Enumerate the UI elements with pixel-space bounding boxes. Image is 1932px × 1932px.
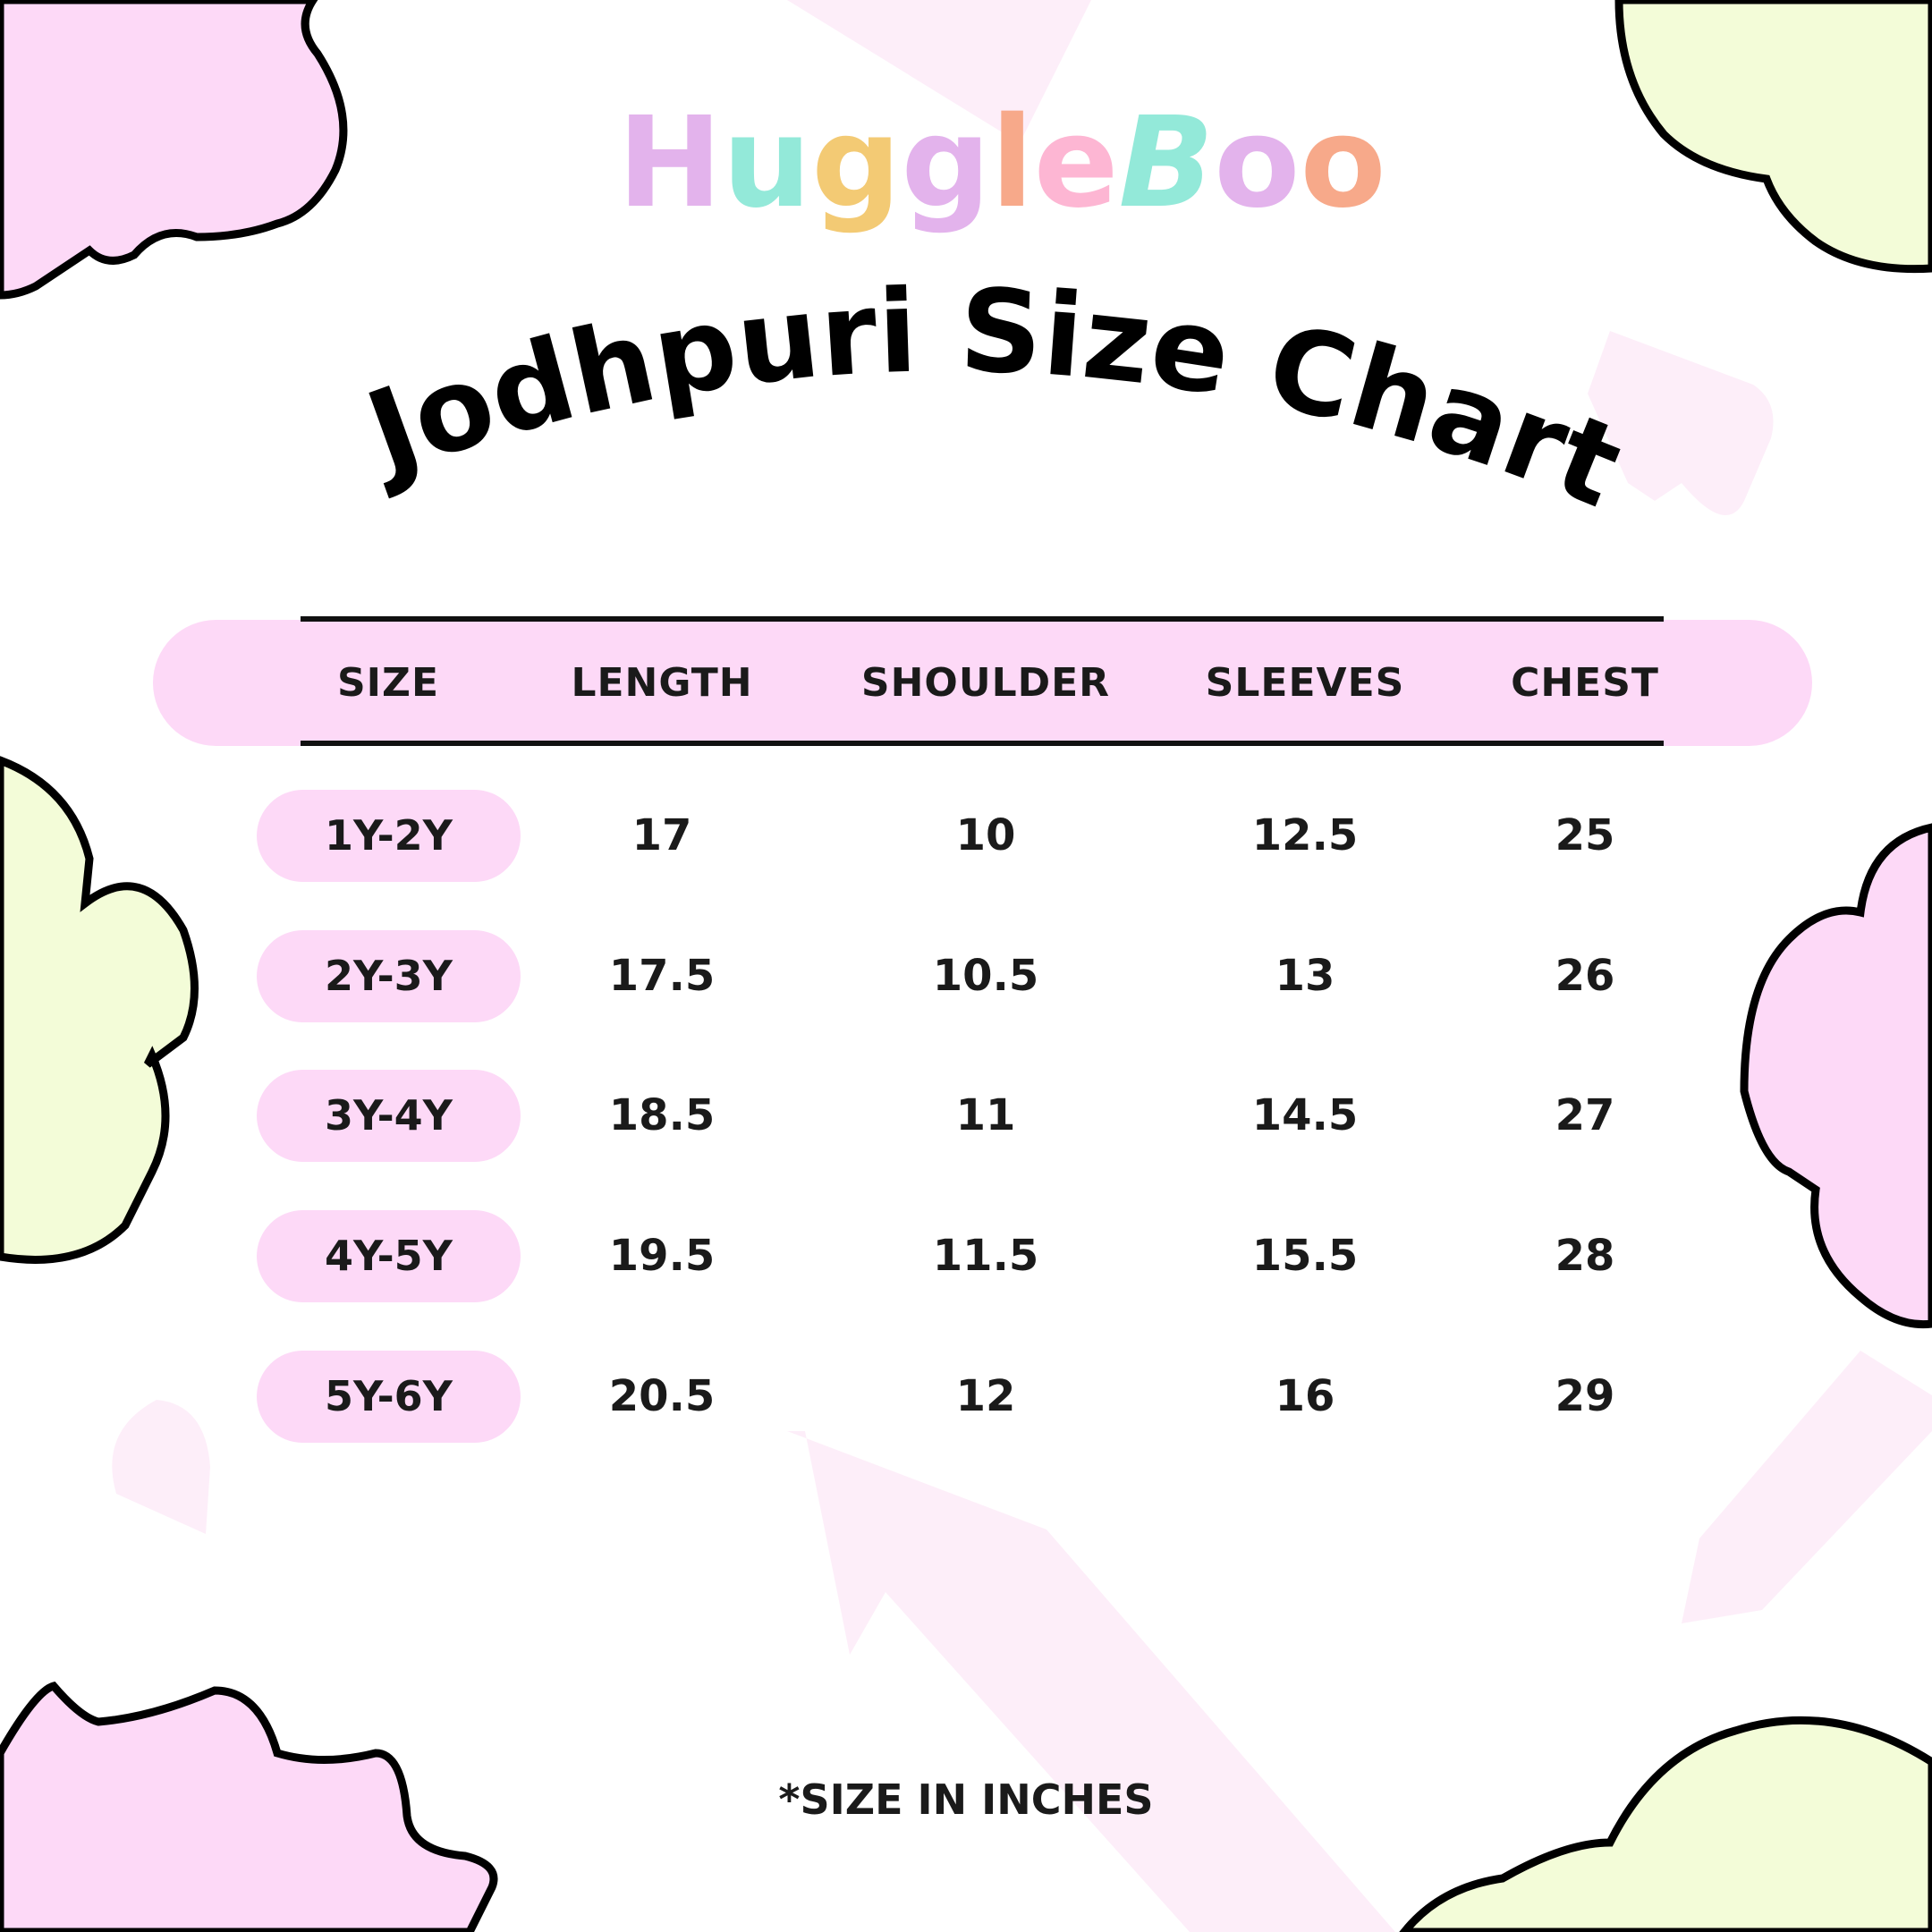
cell-sleeves: 14.5	[1251, 1090, 1359, 1140]
header-size: SIZE	[336, 660, 440, 706]
cell-length: 20.5	[608, 1371, 716, 1421]
cell-chest: 26	[1555, 951, 1615, 1001]
header-chest: CHEST	[1511, 660, 1659, 706]
size-pill: 2Y-3Y	[257, 930, 521, 1022]
header-bottom-rule	[301, 741, 1664, 746]
cloud-top-right	[1614, 0, 1932, 274]
cell-shoulder: 11	[955, 1090, 1016, 1140]
cloud-bottom-right	[1399, 1716, 1932, 1932]
page-title: Jodhpuri Size Chart	[344, 265, 1639, 534]
location-pin-icon	[112, 1400, 210, 1534]
pencil-icon-2	[1682, 1351, 1932, 1623]
size-pill: 3Y-4Y	[257, 1070, 521, 1162]
cell-sleeves: 15.5	[1251, 1231, 1359, 1281]
cloud-right	[1740, 823, 1932, 1329]
header-length: LENGTH	[571, 660, 753, 706]
cell-chest: 27	[1555, 1090, 1615, 1140]
cell-shoulder: 11.5	[932, 1231, 1039, 1281]
cell-chest: 28	[1555, 1231, 1615, 1281]
size-pill: 5Y-6Y	[257, 1351, 521, 1443]
footnote: *SIZE IN INCHES	[778, 1775, 1154, 1824]
svg-text:HuggleBoo: HuggleBoo	[617, 90, 1385, 236]
cell-shoulder: 10.5	[932, 951, 1039, 1001]
cell-shoulder: 12	[955, 1371, 1016, 1421]
header-top-rule	[301, 616, 1664, 622]
header-shoulder: SHOULDER	[860, 660, 1111, 706]
cell-shoulder: 10	[955, 810, 1016, 860]
cell-chest: 29	[1555, 1371, 1615, 1421]
cell-length: 17	[631, 810, 692, 860]
cell-length: 17.5	[608, 951, 716, 1001]
cell-sleeves: 16	[1275, 1371, 1335, 1421]
cloud-bottom-left	[0, 1681, 498, 1932]
size-pill: 1Y-2Y	[257, 790, 521, 882]
cell-sleeves: 13	[1275, 951, 1335, 1001]
table-header-band	[153, 620, 1812, 746]
svg-text:Jodhpuri Size Chart: Jodhpuri Size Chart	[344, 265, 1639, 534]
cloud-top-left	[0, 0, 348, 300]
cell-sleeves: 12.5	[1251, 810, 1359, 860]
chat-bubble-icon	[1588, 331, 1774, 515]
cloud-left	[0, 756, 199, 1264]
cell-length: 18.5	[608, 1090, 716, 1140]
pencil-icon	[787, 1431, 1395, 1932]
header-sleeves: SLEEVES	[1205, 660, 1405, 706]
cell-chest: 25	[1555, 810, 1615, 860]
huggleboo-logo: HuggleBoo	[617, 90, 1385, 236]
cell-length: 19.5	[608, 1231, 716, 1281]
size-pill: 4Y-5Y	[257, 1210, 521, 1302]
